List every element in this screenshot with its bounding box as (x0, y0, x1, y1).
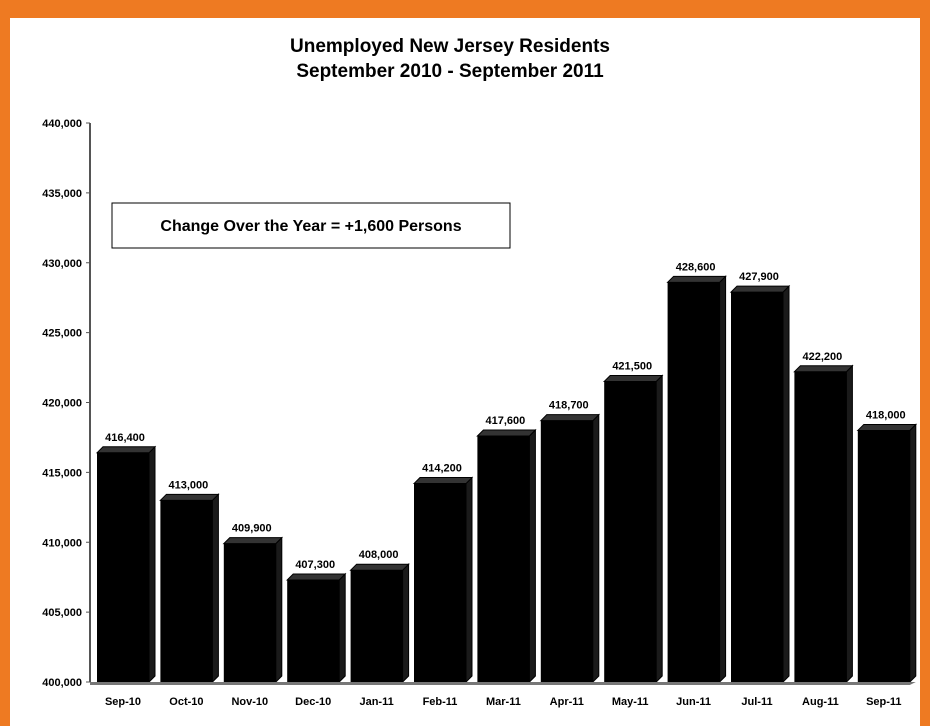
data-label: 408,000 (359, 549, 399, 561)
bar (793, 364, 854, 684)
annotation-box (111, 202, 511, 249)
data-label: 428,600 (676, 261, 716, 273)
chart-subtitle: September 2010 - September 2011 (296, 61, 604, 82)
x-tick-label: Jan-11 (359, 696, 393, 708)
y-tick-label: 440,000 (42, 118, 82, 130)
x-tick-label: Sep-11 (866, 696, 901, 708)
bar (856, 423, 918, 684)
x-tick-label: Jul-11 (741, 696, 772, 708)
y-tick-label: 420,000 (42, 398, 82, 410)
data-label: 407,300 (295, 559, 335, 571)
data-labels-group: 416,400 413,000 409,900 407,300 408,000 414,2… (105, 261, 906, 571)
x-tick-label: Jun-11 (676, 696, 711, 708)
y-tick-label: 410,000 (42, 537, 82, 549)
bar (476, 428, 537, 684)
y-tick-label: 425,000 (42, 328, 82, 340)
chart-title: Unemployed New Jersey Residents (290, 36, 610, 57)
x-tick-label: Aug-11 (802, 696, 839, 708)
data-label: 418,700 (549, 400, 589, 412)
data-label: 421,500 (612, 361, 652, 373)
data-label: 427,900 (739, 271, 779, 283)
x-tick-label: Apr-11 (550, 696, 584, 708)
bar (159, 493, 220, 684)
bar-chart: Unemployed New Jersey Residents Septembe… (42, 36, 918, 708)
data-label: 416,400 (105, 432, 145, 444)
bar (285, 572, 347, 684)
x-axis: Sep-10 Oct-10 Nov-10 Dec-10 Jan-11 Feb-11 Mar-… (90, 682, 916, 708)
data-label: 413,000 (169, 479, 209, 491)
x-tick-label: Mar-11 (486, 696, 521, 708)
bar (602, 374, 664, 684)
y-tick-label: 405,000 (42, 607, 82, 619)
bar (412, 476, 474, 684)
y-tick-label: 430,000 (42, 258, 82, 270)
x-tick-label: May-11 (612, 696, 649, 708)
bar (666, 275, 727, 684)
chart-frame: Unemployed New Jersey Residents Septembe… (10, 18, 920, 726)
y-axis: 400,000 405,000 410,000 415,000 420,000 425,0… (42, 118, 91, 689)
x-tick-label: Dec-10 (295, 696, 331, 708)
x-tick-label: Nov-10 (231, 696, 268, 708)
x-axis-floor (90, 682, 916, 685)
bar (729, 284, 791, 684)
y-tick-label: 415,000 (42, 467, 82, 479)
data-label: 417,600 (486, 415, 526, 427)
x-tick-label: Sep-10 (105, 696, 141, 708)
x-tick-label: Oct-10 (169, 696, 203, 708)
bar (349, 562, 410, 684)
data-label: 418,000 (866, 409, 906, 421)
data-label: 422,200 (803, 351, 843, 363)
y-tick-label: 435,000 (42, 188, 82, 200)
annotation-text: Change Over the Year = +1,600 Persons (160, 218, 461, 235)
bars-group (95, 275, 918, 684)
x-tick-label: Feb-11 (423, 696, 458, 708)
data-label: 414,200 (422, 463, 462, 475)
bar (95, 445, 157, 684)
bar (222, 536, 284, 684)
data-label: 409,900 (232, 523, 272, 535)
y-tick-label: 400,000 (42, 677, 82, 689)
bar (539, 413, 601, 684)
